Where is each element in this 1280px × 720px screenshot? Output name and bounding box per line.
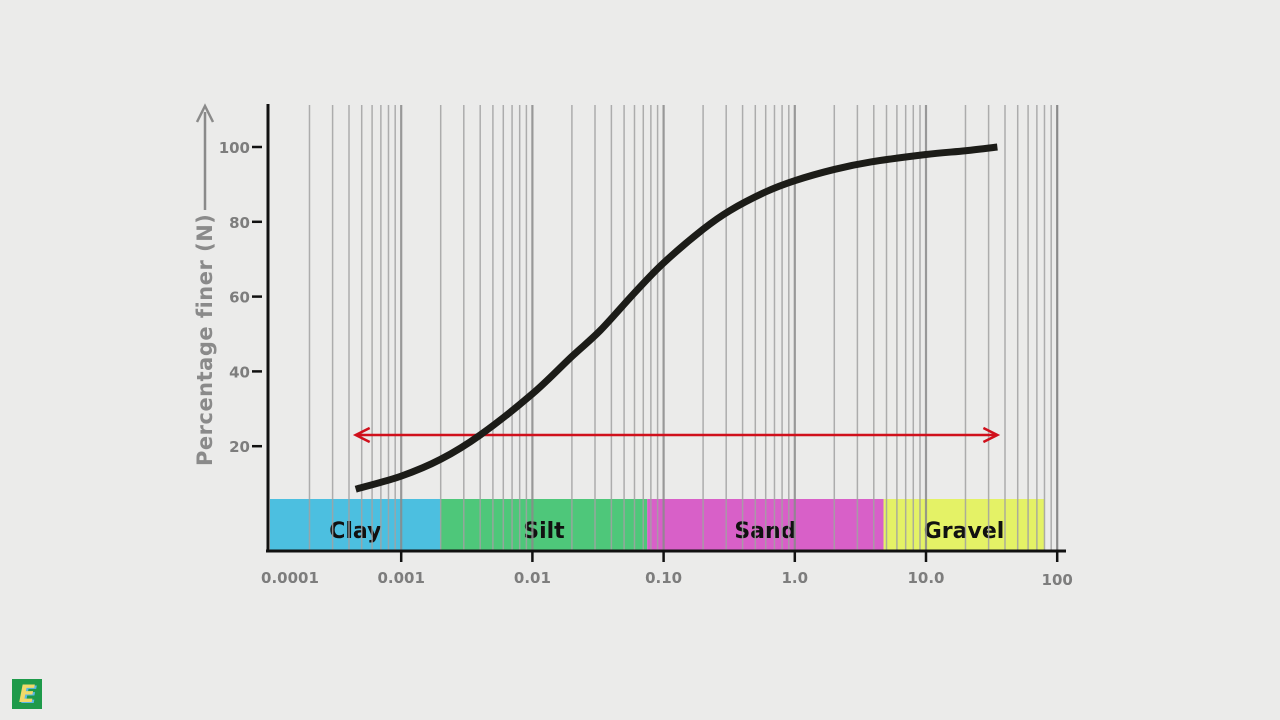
- band-silt: [440, 499, 648, 551]
- y-tick-label: 40: [229, 363, 250, 381]
- brand-logo: E: [12, 679, 42, 709]
- x-tick-label: 0.0001: [261, 569, 319, 587]
- band-label-gravel: Gravel: [924, 519, 1005, 544]
- y-tick-label: 60: [229, 289, 250, 307]
- logo-letter: E: [18, 680, 36, 708]
- band-clay: [270, 499, 441, 551]
- y-axis-arrow-head-icon: [195, 103, 215, 123]
- band-label-clay: Clay: [329, 519, 381, 544]
- arrow-left-icon: [352, 426, 371, 444]
- x-tick-label: 0.10: [645, 569, 682, 587]
- x-tick-label: 100: [1042, 571, 1073, 589]
- x-tick-label: 0.001: [377, 569, 424, 587]
- y-tick-label: 100: [219, 139, 250, 157]
- gradation-curve: [354, 143, 998, 493]
- band-label-silt: Silt: [523, 519, 565, 544]
- y-tick-label: 80: [229, 214, 250, 232]
- y-axis-label: Percentage finer (N): [193, 214, 217, 466]
- arrow-right-icon: [982, 426, 1001, 444]
- x-tick-label: 1.0: [782, 569, 809, 587]
- x-tick-label: 0.01: [514, 569, 551, 587]
- x-tick-label: 10.0: [907, 569, 944, 587]
- y-tick-label: 20: [229, 438, 250, 456]
